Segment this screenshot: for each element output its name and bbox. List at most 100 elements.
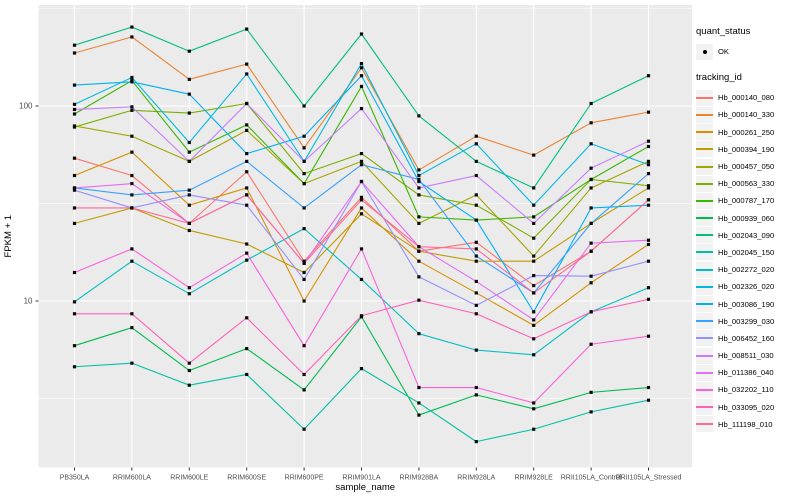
data-point-Hb_033095_020	[417, 298, 421, 302]
data-point-Hb_000394_190	[359, 212, 364, 216]
data-point-Hb_000563_330	[359, 152, 364, 156]
legend-item-Hb_006452_160: Hb_006452_160	[696, 330, 798, 347]
data-point-Hb_000140_330	[474, 134, 478, 138]
legend-item-Hb_000140_080: Hb_000140_080	[696, 89, 798, 106]
data-point-Hb_033095_020	[130, 312, 134, 316]
data-point-Hb_002043_090	[417, 114, 421, 118]
data-point-Hb_000787_170	[417, 215, 421, 219]
data-point-Hb_000394_190	[417, 249, 421, 253]
data-point-Hb_003299_030	[245, 159, 249, 163]
legend-line-swatch	[696, 285, 713, 288]
legend-line-swatch	[696, 148, 713, 151]
legend-line-swatch	[696, 234, 713, 237]
data-point-Hb_003299_030	[474, 254, 478, 258]
legend-title-tracking-id: tracking_id	[696, 72, 742, 84]
data-point-Hb_000787_170	[245, 123, 249, 127]
data-point-Hb_000939_060	[187, 368, 191, 373]
data-point-Hb_033095_020	[359, 314, 364, 318]
legend-key-box	[696, 296, 713, 313]
legend-item-label: Hb_003299_030	[718, 316, 775, 326]
data-point-Hb_011386_040	[532, 318, 536, 322]
data-point-Hb_032202_110	[72, 270, 77, 275]
data-point-Hb_111198_010	[187, 221, 191, 226]
data-point-Hb_008511_030	[417, 186, 421, 190]
data-point-Hb_002043_090	[646, 74, 651, 78]
legend-item-Hb_000787_170: Hb_000787_170	[696, 192, 798, 209]
legend-item-label: Hb_002045_150	[718, 247, 775, 257]
x-tick-label: RRIM928BA	[399, 475, 438, 482]
legend-item-label: Hb_000939_060	[718, 213, 775, 223]
data-point-Hb_002043_090	[589, 101, 593, 106]
legend-item-label: OK	[718, 47, 729, 57]
data-point-Hb_033095_020	[72, 312, 77, 316]
data-point-Hb_000140_330	[646, 110, 651, 114]
data-point-Hb_003299_030	[302, 206, 306, 210]
legend-line-swatch	[696, 388, 713, 391]
data-point-Hb_002326_020	[417, 173, 421, 178]
data-point-Hb_000140_330	[302, 146, 306, 150]
data-point-Hb_033095_020	[532, 337, 536, 341]
legend-line-swatch	[696, 303, 713, 306]
data-point-Hb_033095_020	[245, 316, 249, 320]
legend-panel: quant_status OK tracking_id Hb_000140_08…	[696, 26, 798, 433]
data-point-Hb_003299_030	[589, 221, 593, 226]
data-point-Hb_002045_150	[245, 372, 249, 377]
data-point-Hb_002043_090	[302, 104, 306, 108]
legend-item-label: Hb_008511_030	[718, 351, 774, 361]
ok-point-icon	[702, 49, 707, 54]
data-point-Hb_003086_190	[72, 83, 77, 87]
data-point-Hb_008511_030	[532, 221, 536, 226]
legend-key-box	[696, 210, 713, 227]
data-point-Hb_000261_250	[187, 203, 191, 207]
data-point-Hb_011386_040	[474, 279, 478, 284]
data-point-Hb_000939_060	[302, 388, 306, 392]
data-point-Hb_000787_170	[72, 112, 77, 116]
data-point-Hb_032202_110	[130, 247, 134, 251]
data-point-Hb_002043_090	[130, 25, 134, 29]
data-point-Hb_002043_090	[532, 186, 536, 190]
data-point-Hb_111198_010	[72, 206, 77, 210]
data-point-Hb_002326_020	[130, 75, 134, 80]
data-point-Hb_008511_030	[187, 159, 191, 163]
data-point-Hb_002272_020	[302, 227, 306, 231]
data-point-Hb_002326_020	[359, 61, 364, 66]
legend-key-box	[696, 124, 713, 141]
data-point-Hb_000261_250	[130, 150, 134, 154]
data-point-Hb_002045_150	[474, 440, 478, 444]
data-point-Hb_008511_030	[359, 106, 364, 111]
data-point-Hb_003086_190	[417, 179, 421, 184]
y-axis-title: FPKM + 1	[3, 215, 14, 258]
y-tick-label: 100	[19, 102, 33, 111]
legend-key-box	[696, 192, 713, 209]
data-point-Hb_002045_150	[359, 367, 364, 371]
legend-item-ok: OK	[696, 43, 798, 60]
data-point-Hb_000140_330	[72, 51, 77, 55]
data-point-Hb_002272_020	[72, 300, 77, 304]
legend-line-swatch	[696, 320, 713, 323]
data-point-Hb_002326_020	[532, 203, 536, 207]
legend-line-swatch	[696, 354, 713, 357]
legend-key-box	[696, 399, 713, 416]
legend-item-Hb_000140_330: Hb_000140_330	[696, 106, 798, 123]
legend-item-label: Hb_002326_020	[718, 282, 775, 292]
data-point-Hb_000394_190	[474, 259, 478, 263]
data-point-Hb_003086_190	[589, 206, 593, 210]
data-point-Hb_002272_020	[130, 259, 134, 263]
data-point-Hb_111198_010	[302, 261, 306, 265]
data-point-Hb_000261_250	[532, 323, 536, 327]
x-tick-label: RRIM600LA	[113, 475, 151, 482]
legend-key-box	[696, 364, 713, 381]
legend-spacer	[696, 60, 798, 72]
data-point-Hb_000563_330	[187, 111, 191, 115]
data-point-Hb_033095_020	[589, 310, 593, 314]
data-point-Hb_000261_250	[417, 259, 421, 263]
data-point-Hb_032202_110	[417, 385, 421, 390]
data-point-Hb_033095_020	[187, 361, 191, 365]
data-point-Hb_000787_170	[646, 144, 651, 149]
data-point-Hb_111198_010	[646, 198, 651, 202]
data-point-Hb_002326_020	[646, 163, 651, 167]
legend-item-Hb_011386_040: Hb_011386_040	[696, 364, 798, 381]
data-point-Hb_032202_110	[646, 334, 651, 338]
data-point-Hb_011386_040	[646, 238, 651, 242]
data-point-Hb_000394_190	[532, 259, 536, 263]
